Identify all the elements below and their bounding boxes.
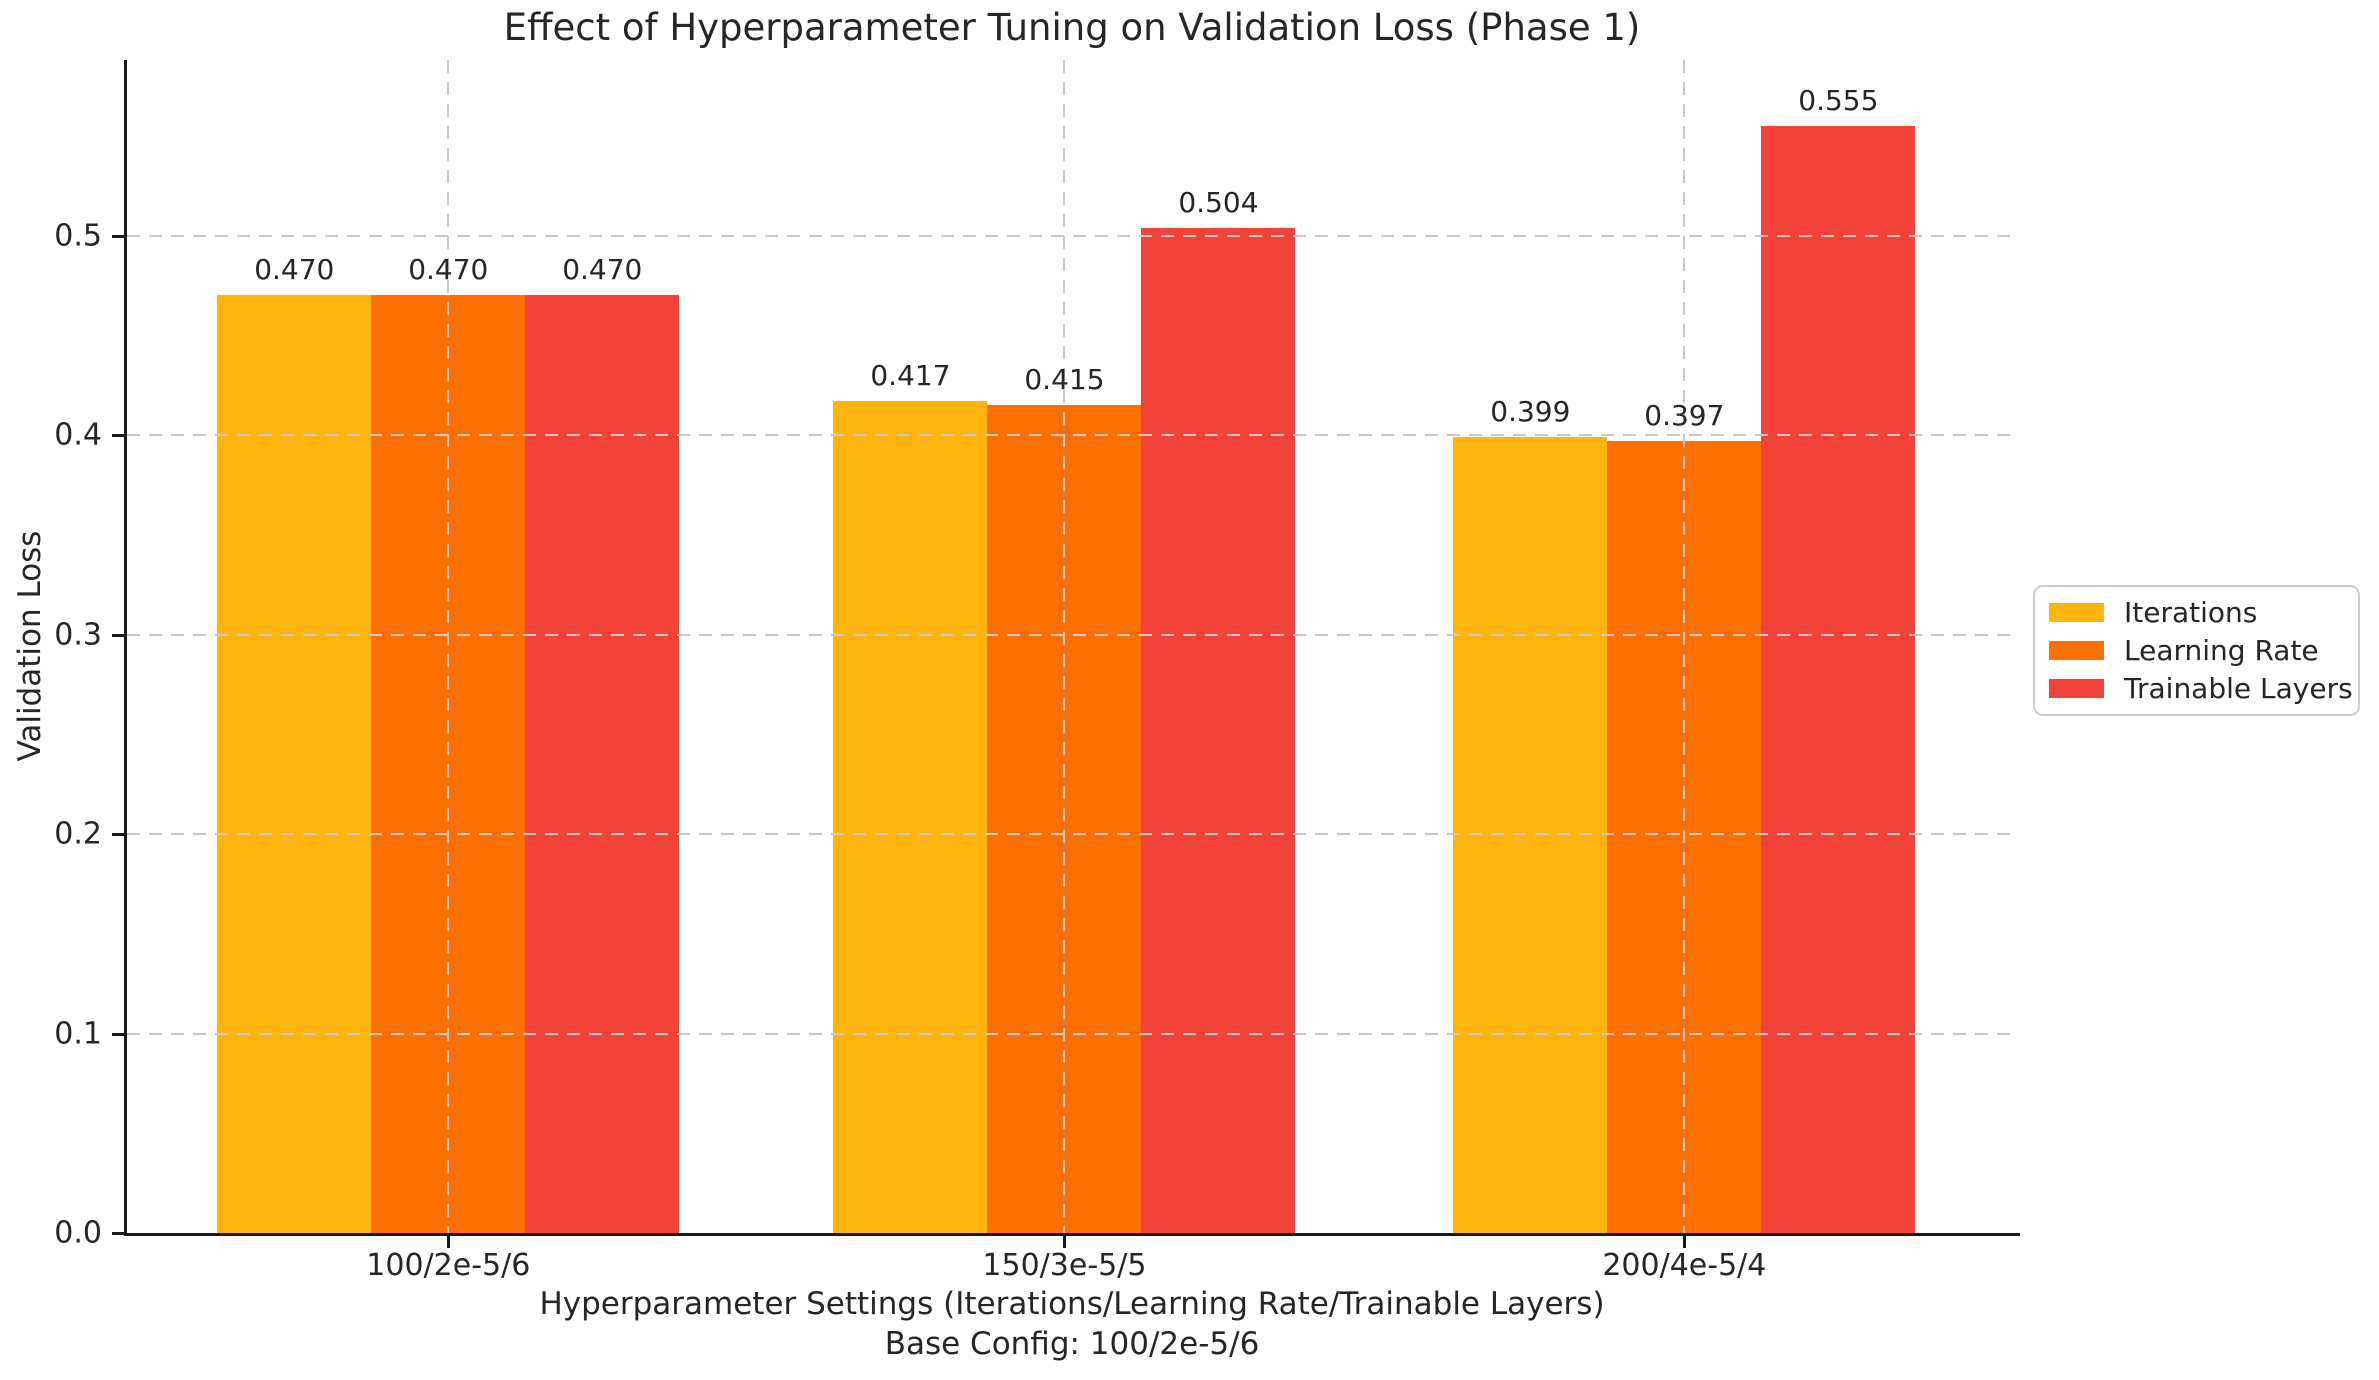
bar-value-label: 0.470 [254, 253, 335, 287]
x-axis-label: Hyperparameter Settings (Iterations/Lear… [539, 1286, 1605, 1322]
legend-label-iterations: Iterations [2124, 596, 2258, 629]
bar-iterations [833, 401, 988, 1233]
bar-value-label: 0.504 [1178, 185, 1259, 219]
x-axis-sublabel: Base Config: 100/2e-5/6 [884, 1326, 1260, 1362]
legend-label-trainable-layers: Trainable Layers [2124, 672, 2353, 705]
gridline-h [127, 434, 2017, 437]
ytick-label: 0.4 [54, 417, 102, 453]
gridline-h [127, 833, 2017, 836]
gridline-h [127, 633, 2017, 636]
legend-item-iterations: Iterations [2049, 596, 2344, 629]
ytick-mark [112, 633, 124, 637]
legend-swatch-iterations [2049, 603, 2104, 622]
ytick-mark [112, 234, 124, 238]
bar-value-label: 0.555 [1798, 83, 1879, 117]
xtick-mark [447, 1236, 451, 1248]
bar-iterations [217, 295, 372, 1233]
bar-value-label: 0.470 [562, 253, 643, 287]
legend-item-trainable-layers: Trainable Layers [2049, 672, 2353, 705]
bar-trainable-layers [1761, 125, 1916, 1233]
bar-value-label: 0.415 [1024, 363, 1105, 397]
bar-value-label: 0.417 [870, 359, 951, 393]
legend-label-learning-rate: Learning Rate [2124, 634, 2319, 667]
ytick-label: 0.3 [54, 617, 102, 653]
ytick-label: 0.5 [54, 218, 102, 254]
ytick-label: 0.0 [54, 1215, 102, 1251]
legend-swatch-learning-rate [2049, 641, 2104, 660]
legend-item-learning-rate: Learning Rate [2049, 634, 2344, 667]
bar-trainable-layers [525, 295, 680, 1233]
bar-value-label: 0.470 [408, 253, 489, 287]
chart-title: Effect of Hyperparameter Tuning on Valid… [503, 6, 1641, 49]
ytick-mark [112, 434, 124, 438]
bar-trainable-layers [1141, 227, 1296, 1233]
x-axis-spine [124, 1233, 2020, 1236]
gridline-v [1683, 60, 1686, 1233]
bar-value-label: 0.399 [1490, 395, 1571, 429]
ytick-label: 0.2 [54, 816, 102, 852]
gridline-v [1063, 60, 1066, 1233]
xtick-mark [1683, 1236, 1687, 1248]
legend-swatch-trainable-layers [2049, 679, 2104, 698]
legend: Iterations Learning Rate Trainable Layer… [2033, 585, 2360, 716]
ytick-label: 0.1 [54, 1016, 102, 1051]
ytick-mark [112, 1032, 124, 1036]
ytick-mark [112, 1232, 124, 1235]
xtick-label: 150/3e-5/5 [982, 1248, 1147, 1283]
bar-iterations [1453, 437, 1608, 1233]
xtick-mark [1063, 1236, 1067, 1248]
y-axis-spine [124, 60, 127, 1236]
gridline-h [127, 1032, 2017, 1035]
xtick-label: 200/4e-5/4 [1602, 1248, 1767, 1283]
gridline-h [127, 234, 2017, 237]
gridline-v [447, 60, 450, 1233]
bar-value-label: 0.397 [1644, 399, 1725, 433]
ytick-mark [112, 833, 124, 837]
xtick-label: 100/2e-5/6 [366, 1248, 531, 1283]
plot-area: 0.470 0.470 0.470 0.417 0.415 0.504 0.399 0.397… [127, 60, 2017, 1233]
